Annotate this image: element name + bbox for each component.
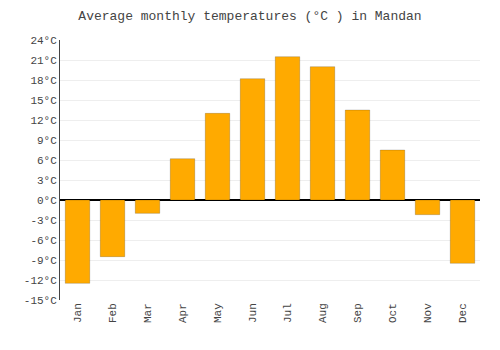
svg-text:Dec: Dec bbox=[457, 303, 469, 323]
svg-text:21°C: 21°C bbox=[30, 55, 57, 67]
svg-text:-15°C: -15°C bbox=[24, 295, 57, 307]
svg-text:Nov: Nov bbox=[422, 303, 434, 323]
svg-text:-6°C: -6°C bbox=[30, 235, 57, 247]
svg-text:Apr: Apr bbox=[177, 303, 189, 323]
svg-text:Aug: Aug bbox=[317, 303, 329, 323]
svg-text:Jul: Jul bbox=[282, 303, 294, 323]
svg-text:6°C: 6°C bbox=[37, 155, 57, 167]
svg-text:0°C: 0°C bbox=[37, 195, 57, 207]
svg-text:Mar: Mar bbox=[142, 303, 154, 323]
svg-text:Jun: Jun bbox=[247, 303, 259, 323]
svg-text:-3°C: -3°C bbox=[30, 215, 57, 227]
svg-text:-9°C: -9°C bbox=[30, 255, 57, 267]
svg-text:Sep: Sep bbox=[352, 303, 364, 323]
svg-text:9°C: 9°C bbox=[37, 135, 57, 147]
svg-text:18°C: 18°C bbox=[30, 75, 57, 87]
svg-text:Oct: Oct bbox=[387, 303, 399, 323]
svg-text:12°C: 12°C bbox=[30, 115, 57, 127]
svg-text:Average monthly temperatures (: Average monthly temperatures (°C ) in Ma… bbox=[78, 9, 421, 24]
svg-text:3°C: 3°C bbox=[37, 175, 57, 187]
svg-text:-12°C: -12°C bbox=[24, 275, 57, 287]
svg-text:Jan: Jan bbox=[72, 303, 84, 323]
svg-text:Feb: Feb bbox=[107, 303, 119, 323]
svg-text:15°C: 15°C bbox=[30, 95, 57, 107]
svg-text:May: May bbox=[212, 303, 224, 323]
svg-text:24°C: 24°C bbox=[30, 35, 57, 47]
